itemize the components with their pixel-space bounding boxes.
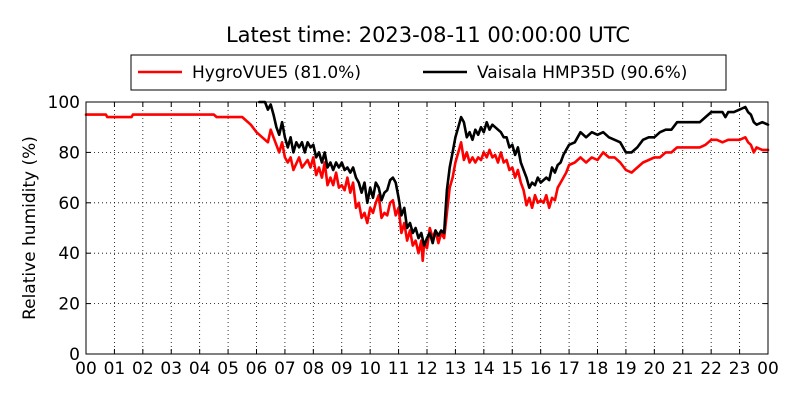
- axis-ticks: [85, 101, 769, 355]
- legend-label-vaisala: Vaisala HMP35D (90.6%): [477, 63, 687, 83]
- x-tick-label: 14: [473, 359, 495, 379]
- x-tick-label: 10: [359, 359, 381, 379]
- x-tick-labels: 00 01 02 03 04 05 06 07 08 09 10 11 12 13 14 15 16 17 18 19…: [75, 359, 779, 379]
- x-tick-label: 05: [217, 359, 239, 379]
- x-tick-label: 09: [331, 359, 353, 379]
- x-tick-label: 07: [274, 359, 296, 379]
- y-tick-label: 20: [58, 295, 80, 315]
- x-tick-label: 01: [104, 359, 126, 379]
- x-tick-label: 00: [757, 359, 779, 379]
- y-tick-label: 100: [48, 93, 80, 113]
- x-tick-label: 23: [729, 359, 751, 379]
- y-tick-label: 80: [58, 143, 80, 163]
- x-tick-label: 08: [303, 359, 325, 379]
- y-tick-label: 60: [58, 194, 80, 214]
- x-tick-label: 17: [558, 359, 580, 379]
- x-tick-label: 12: [416, 359, 438, 379]
- x-tick-label: 15: [501, 359, 523, 379]
- y-axis-label: Relative humidity (%): [20, 136, 40, 320]
- x-tick-label: 13: [445, 359, 467, 379]
- chart-title: Latest time: 2023-08-11 00:00:00 UTC: [226, 23, 630, 47]
- x-tick-label: 22: [700, 359, 722, 379]
- x-tick-label: 00: [75, 359, 97, 379]
- x-tick-label: 04: [189, 359, 211, 379]
- y-tick-labels: 0 20 40 60 80 100: [48, 93, 80, 365]
- plot-frame: [85, 101, 769, 355]
- y-tick-label: 0: [69, 345, 80, 365]
- series-line-0: [84, 113, 770, 263]
- grid-lines: [86, 102, 768, 354]
- data-series: [84, 100, 770, 263]
- x-tick-label: 20: [644, 359, 666, 379]
- series-line-1: [258, 100, 770, 247]
- legend-label-hygrovue5: HygroVUE5 (81.0%): [192, 63, 361, 83]
- x-tick-label: 18: [587, 359, 609, 379]
- y-tick-label: 40: [58, 244, 80, 264]
- x-tick-label: 11: [388, 359, 410, 379]
- x-tick-label: 03: [160, 359, 182, 379]
- x-tick-label: 21: [672, 359, 694, 379]
- x-tick-label: 19: [615, 359, 637, 379]
- legend: HygroVUE5 (81.0%) Vaisala HMP35D (90.6%): [130, 54, 727, 91]
- x-tick-label: 16: [530, 359, 552, 379]
- x-tick-label: 06: [246, 359, 268, 379]
- x-tick-label: 02: [132, 359, 154, 379]
